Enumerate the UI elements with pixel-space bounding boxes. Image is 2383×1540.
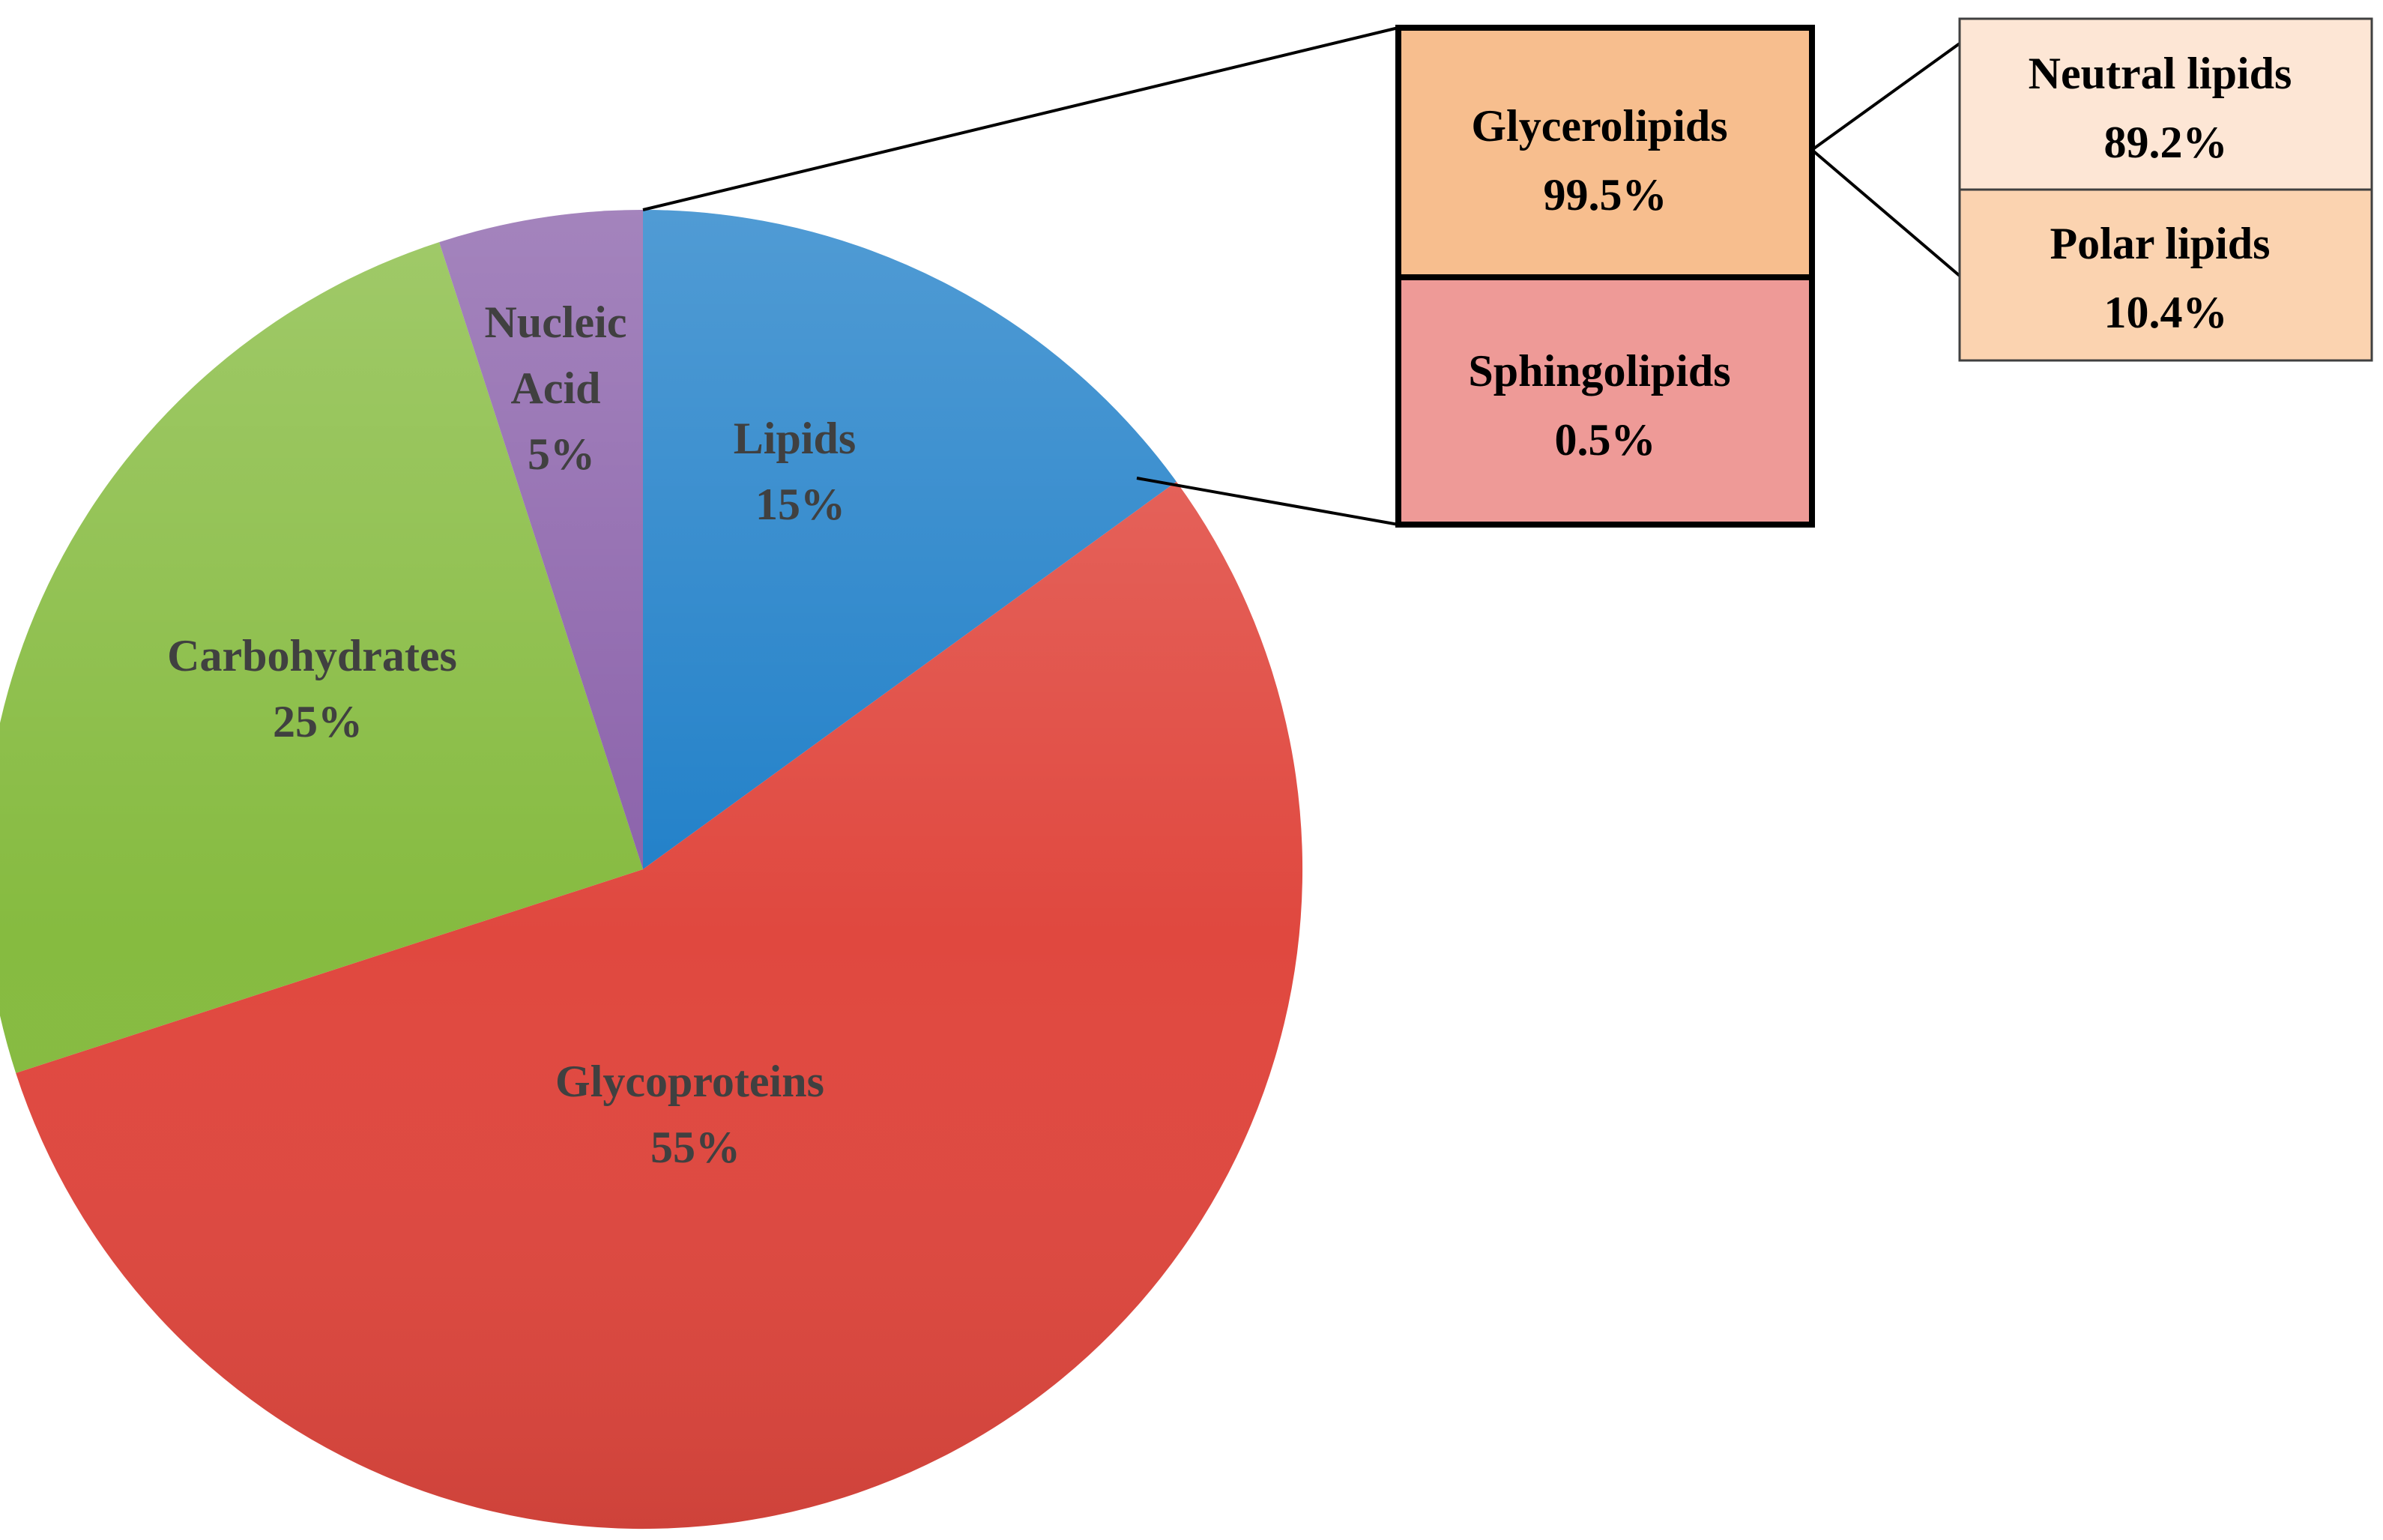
glycerolipid-breakdown: Neutral lipids 89.2% Polar lipids 10.4%	[1958, 17, 2373, 362]
connector-bottom	[1136, 477, 1399, 526]
lipid-breakdown: Glycerolipids 99.5% Sphingolipids 0.5%	[1395, 25, 1815, 528]
text-glycerolipids: Glycerolipids 99.5%	[1471, 101, 1739, 220]
text-sphingolipids-name: Sphingolipids	[1468, 346, 1730, 396]
pie-gloss	[0, 210, 1302, 1529]
label-carbohydrates: Carbohydrates 25%	[167, 631, 468, 746]
box-neutral-lipids	[1958, 17, 2373, 191]
connector-glycero-neutral	[1810, 42, 1961, 151]
pie-chart	[0, 210, 1303, 1530]
box-glycerolipids	[1395, 25, 1815, 280]
label-carbohydrates-name: Carbohydrates	[167, 631, 457, 680]
label-nucleic-acid: Nucleic Acid 5%	[485, 298, 638, 479]
breakdown-connectors	[642, 26, 1961, 526]
label-lipids-value: 15%	[755, 480, 845, 529]
text-glycerolipids-value: 99.5%	[1544, 170, 1667, 220]
label-carbohydrates-value: 25%	[273, 697, 363, 746]
text-neutral-lipids: Neutral lipids 89.2%	[2029, 49, 2304, 167]
label-nucleic-acid-name-line2: Acid	[511, 363, 601, 413]
box-polar-lipids	[1958, 188, 2373, 362]
label-glycoproteins: Glycoproteins 55%	[555, 1057, 836, 1172]
label-nucleic-acid-value: 5%	[528, 429, 595, 479]
label-glycoproteins-name: Glycoproteins	[555, 1057, 824, 1106]
text-polar-lipids-name: Polar lipids	[2050, 219, 2271, 268]
label-nucleic-acid-name-line1: Nucleic	[485, 298, 627, 347]
connector-glycero-polar	[1810, 148, 1961, 277]
text-sphingolipids-value: 0.5%	[1555, 415, 1656, 465]
pie-labels: Lipids 15% Glycoproteins 55% Carbohydrat…	[167, 298, 867, 1172]
connector-top	[642, 26, 1399, 211]
text-glycerolipids-name: Glycerolipids	[1471, 101, 1727, 151]
label-lipids: Lipids 15%	[734, 414, 867, 529]
text-neutral-lipids-value: 89.2%	[2104, 118, 2228, 167]
label-lipids-name: Lipids	[734, 414, 856, 463]
label-glycoproteins-value: 55%	[650, 1123, 740, 1172]
text-polar-lipids: Polar lipids 10.4%	[2050, 219, 2282, 337]
text-polar-lipids-value: 10.4%	[2104, 288, 2228, 337]
text-neutral-lipids-name: Neutral lipids	[2029, 49, 2292, 98]
box-sphingolipids	[1395, 274, 1815, 528]
text-sphingolipids: Sphingolipids 0.5%	[1468, 346, 1742, 465]
